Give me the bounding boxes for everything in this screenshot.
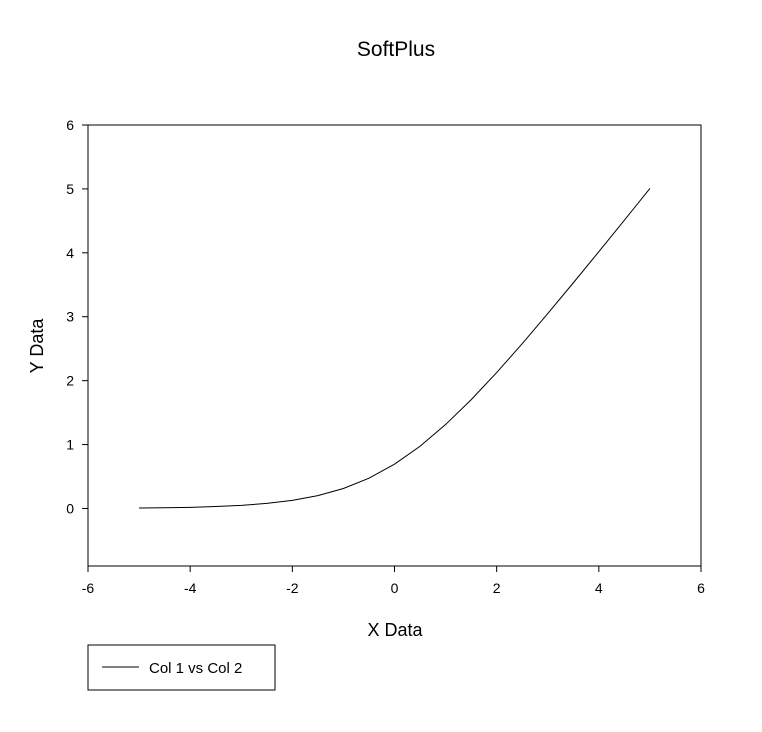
x-tick-label: -2 bbox=[286, 580, 299, 596]
legend: Col 1 vs Col 2 bbox=[87, 644, 276, 691]
ticks-layer: -6 -4 -2 0 2 4 6 0 1 2 3 4 5 6 bbox=[66, 117, 705, 596]
legend-label: Col 1 vs Col 2 bbox=[149, 660, 242, 677]
x-tick-label: 2 bbox=[493, 580, 501, 596]
y-tick-label: 5 bbox=[66, 181, 74, 197]
y-tick-label: 3 bbox=[66, 309, 74, 325]
chart-title: SoftPlus bbox=[357, 38, 435, 61]
x-tick-label: 0 bbox=[391, 580, 399, 596]
x-tick-label: -6 bbox=[82, 580, 95, 596]
series-layer bbox=[139, 188, 651, 509]
y-tick-label: 4 bbox=[66, 245, 74, 261]
y-axis-label: Y Data bbox=[27, 318, 47, 374]
y-tick-label: 1 bbox=[66, 437, 74, 453]
x-tick-label: 4 bbox=[595, 580, 603, 596]
y-tick-label: 6 bbox=[66, 117, 74, 133]
y-tick-label: 2 bbox=[66, 373, 74, 389]
x-tick-label: -4 bbox=[184, 580, 197, 596]
x-axis-label: X Data bbox=[367, 620, 423, 640]
series-line bbox=[139, 188, 651, 509]
x-tick-label: 6 bbox=[697, 580, 705, 596]
plot-area bbox=[87, 124, 702, 567]
y-tick-label: 0 bbox=[66, 500, 74, 516]
